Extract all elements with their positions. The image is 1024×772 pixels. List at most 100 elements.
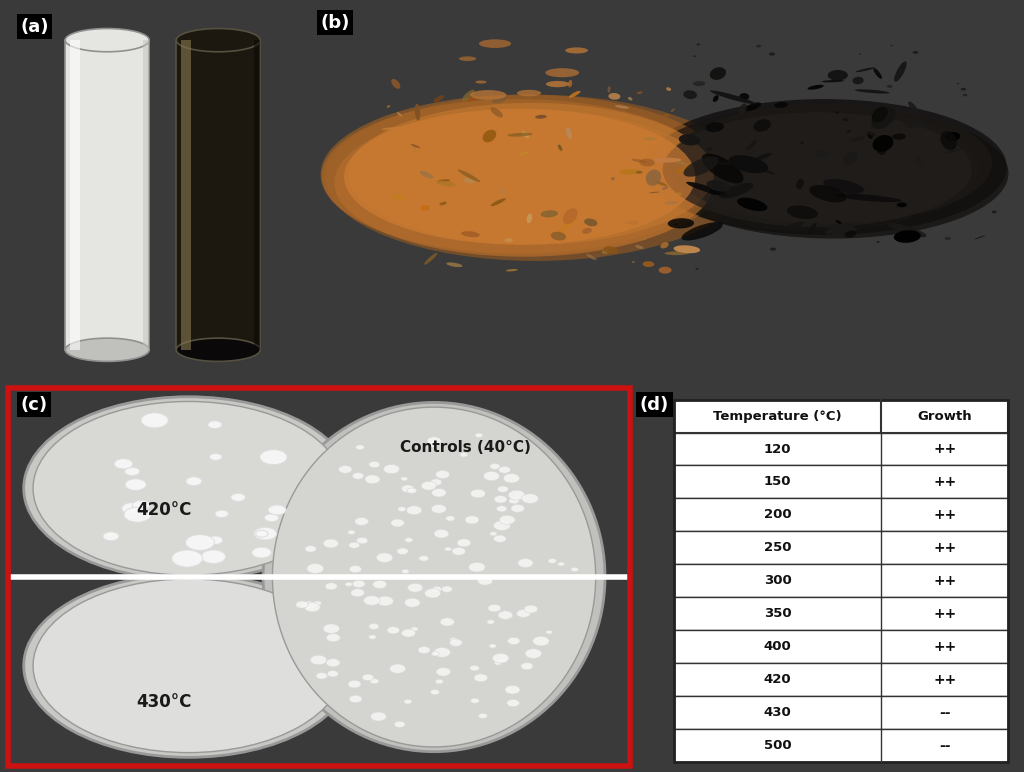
- Ellipse shape: [404, 598, 420, 608]
- Ellipse shape: [352, 472, 364, 479]
- Ellipse shape: [397, 112, 402, 117]
- Ellipse shape: [801, 142, 804, 144]
- Ellipse shape: [525, 648, 542, 659]
- Ellipse shape: [526, 214, 532, 223]
- Ellipse shape: [458, 169, 480, 182]
- Ellipse shape: [321, 94, 728, 255]
- Ellipse shape: [352, 581, 366, 587]
- Ellipse shape: [642, 106, 980, 232]
- Ellipse shape: [324, 539, 339, 548]
- Ellipse shape: [823, 179, 864, 194]
- Ellipse shape: [511, 504, 524, 513]
- Ellipse shape: [641, 99, 1007, 235]
- Ellipse shape: [632, 261, 635, 263]
- Ellipse shape: [141, 413, 168, 428]
- Ellipse shape: [508, 490, 525, 500]
- Ellipse shape: [754, 174, 778, 187]
- Ellipse shape: [364, 596, 380, 605]
- Ellipse shape: [710, 67, 726, 80]
- Ellipse shape: [230, 493, 246, 502]
- Ellipse shape: [503, 473, 519, 483]
- Ellipse shape: [877, 241, 880, 243]
- Ellipse shape: [558, 562, 564, 566]
- Ellipse shape: [348, 680, 361, 688]
- Ellipse shape: [568, 80, 572, 87]
- Bar: [674, 466, 1009, 499]
- Ellipse shape: [516, 609, 530, 618]
- Ellipse shape: [391, 79, 400, 89]
- Ellipse shape: [548, 558, 556, 564]
- Ellipse shape: [469, 562, 485, 572]
- Ellipse shape: [628, 97, 633, 100]
- Text: 200: 200: [764, 509, 792, 521]
- Ellipse shape: [383, 465, 399, 474]
- Ellipse shape: [707, 147, 712, 151]
- Ellipse shape: [956, 83, 959, 84]
- Ellipse shape: [916, 156, 923, 165]
- Ellipse shape: [584, 218, 597, 226]
- Text: ++: ++: [933, 508, 956, 522]
- Ellipse shape: [499, 658, 507, 663]
- Ellipse shape: [431, 489, 446, 497]
- Ellipse shape: [303, 601, 315, 608]
- Ellipse shape: [355, 445, 365, 450]
- Ellipse shape: [822, 80, 844, 83]
- Text: 500: 500: [764, 739, 792, 752]
- Ellipse shape: [335, 109, 714, 257]
- Bar: [674, 696, 1009, 729]
- Ellipse shape: [438, 179, 450, 181]
- Ellipse shape: [415, 103, 420, 120]
- Ellipse shape: [33, 401, 344, 575]
- Ellipse shape: [494, 520, 510, 530]
- Ellipse shape: [489, 532, 497, 536]
- Bar: [674, 400, 1009, 432]
- Ellipse shape: [719, 183, 754, 198]
- Ellipse shape: [327, 634, 340, 642]
- Ellipse shape: [892, 134, 906, 140]
- Ellipse shape: [565, 47, 588, 53]
- Bar: [142, 40, 150, 350]
- Text: (a): (a): [20, 18, 49, 36]
- Ellipse shape: [403, 699, 412, 704]
- Ellipse shape: [745, 148, 750, 150]
- Ellipse shape: [861, 185, 878, 198]
- Bar: [674, 531, 1009, 564]
- Ellipse shape: [757, 45, 761, 47]
- Ellipse shape: [185, 477, 202, 486]
- Ellipse shape: [431, 505, 446, 513]
- Ellipse shape: [207, 536, 223, 544]
- Ellipse shape: [465, 516, 479, 524]
- Text: (b): (b): [321, 14, 350, 32]
- Ellipse shape: [468, 96, 477, 101]
- Ellipse shape: [569, 91, 581, 98]
- Ellipse shape: [758, 130, 762, 132]
- Ellipse shape: [394, 721, 406, 727]
- Text: 150: 150: [764, 476, 792, 489]
- Ellipse shape: [201, 550, 225, 564]
- Ellipse shape: [662, 186, 669, 190]
- Ellipse shape: [713, 95, 719, 102]
- Ellipse shape: [660, 242, 669, 249]
- Ellipse shape: [744, 102, 761, 111]
- Ellipse shape: [459, 56, 476, 61]
- Ellipse shape: [215, 510, 228, 517]
- Ellipse shape: [843, 118, 849, 121]
- Text: ++: ++: [933, 475, 956, 489]
- Bar: [176, 40, 260, 350]
- Ellipse shape: [304, 603, 321, 611]
- Ellipse shape: [963, 93, 968, 96]
- Text: Temperature (°C): Temperature (°C): [713, 410, 842, 422]
- Ellipse shape: [470, 665, 479, 671]
- Ellipse shape: [635, 245, 644, 249]
- Ellipse shape: [505, 238, 513, 242]
- Ellipse shape: [373, 581, 387, 588]
- Ellipse shape: [310, 655, 327, 665]
- Ellipse shape: [746, 141, 757, 151]
- Ellipse shape: [632, 159, 647, 163]
- Text: ++: ++: [933, 541, 956, 555]
- Ellipse shape: [252, 547, 271, 558]
- Ellipse shape: [607, 86, 610, 93]
- Ellipse shape: [888, 223, 927, 237]
- Ellipse shape: [256, 530, 268, 537]
- Ellipse shape: [322, 99, 715, 253]
